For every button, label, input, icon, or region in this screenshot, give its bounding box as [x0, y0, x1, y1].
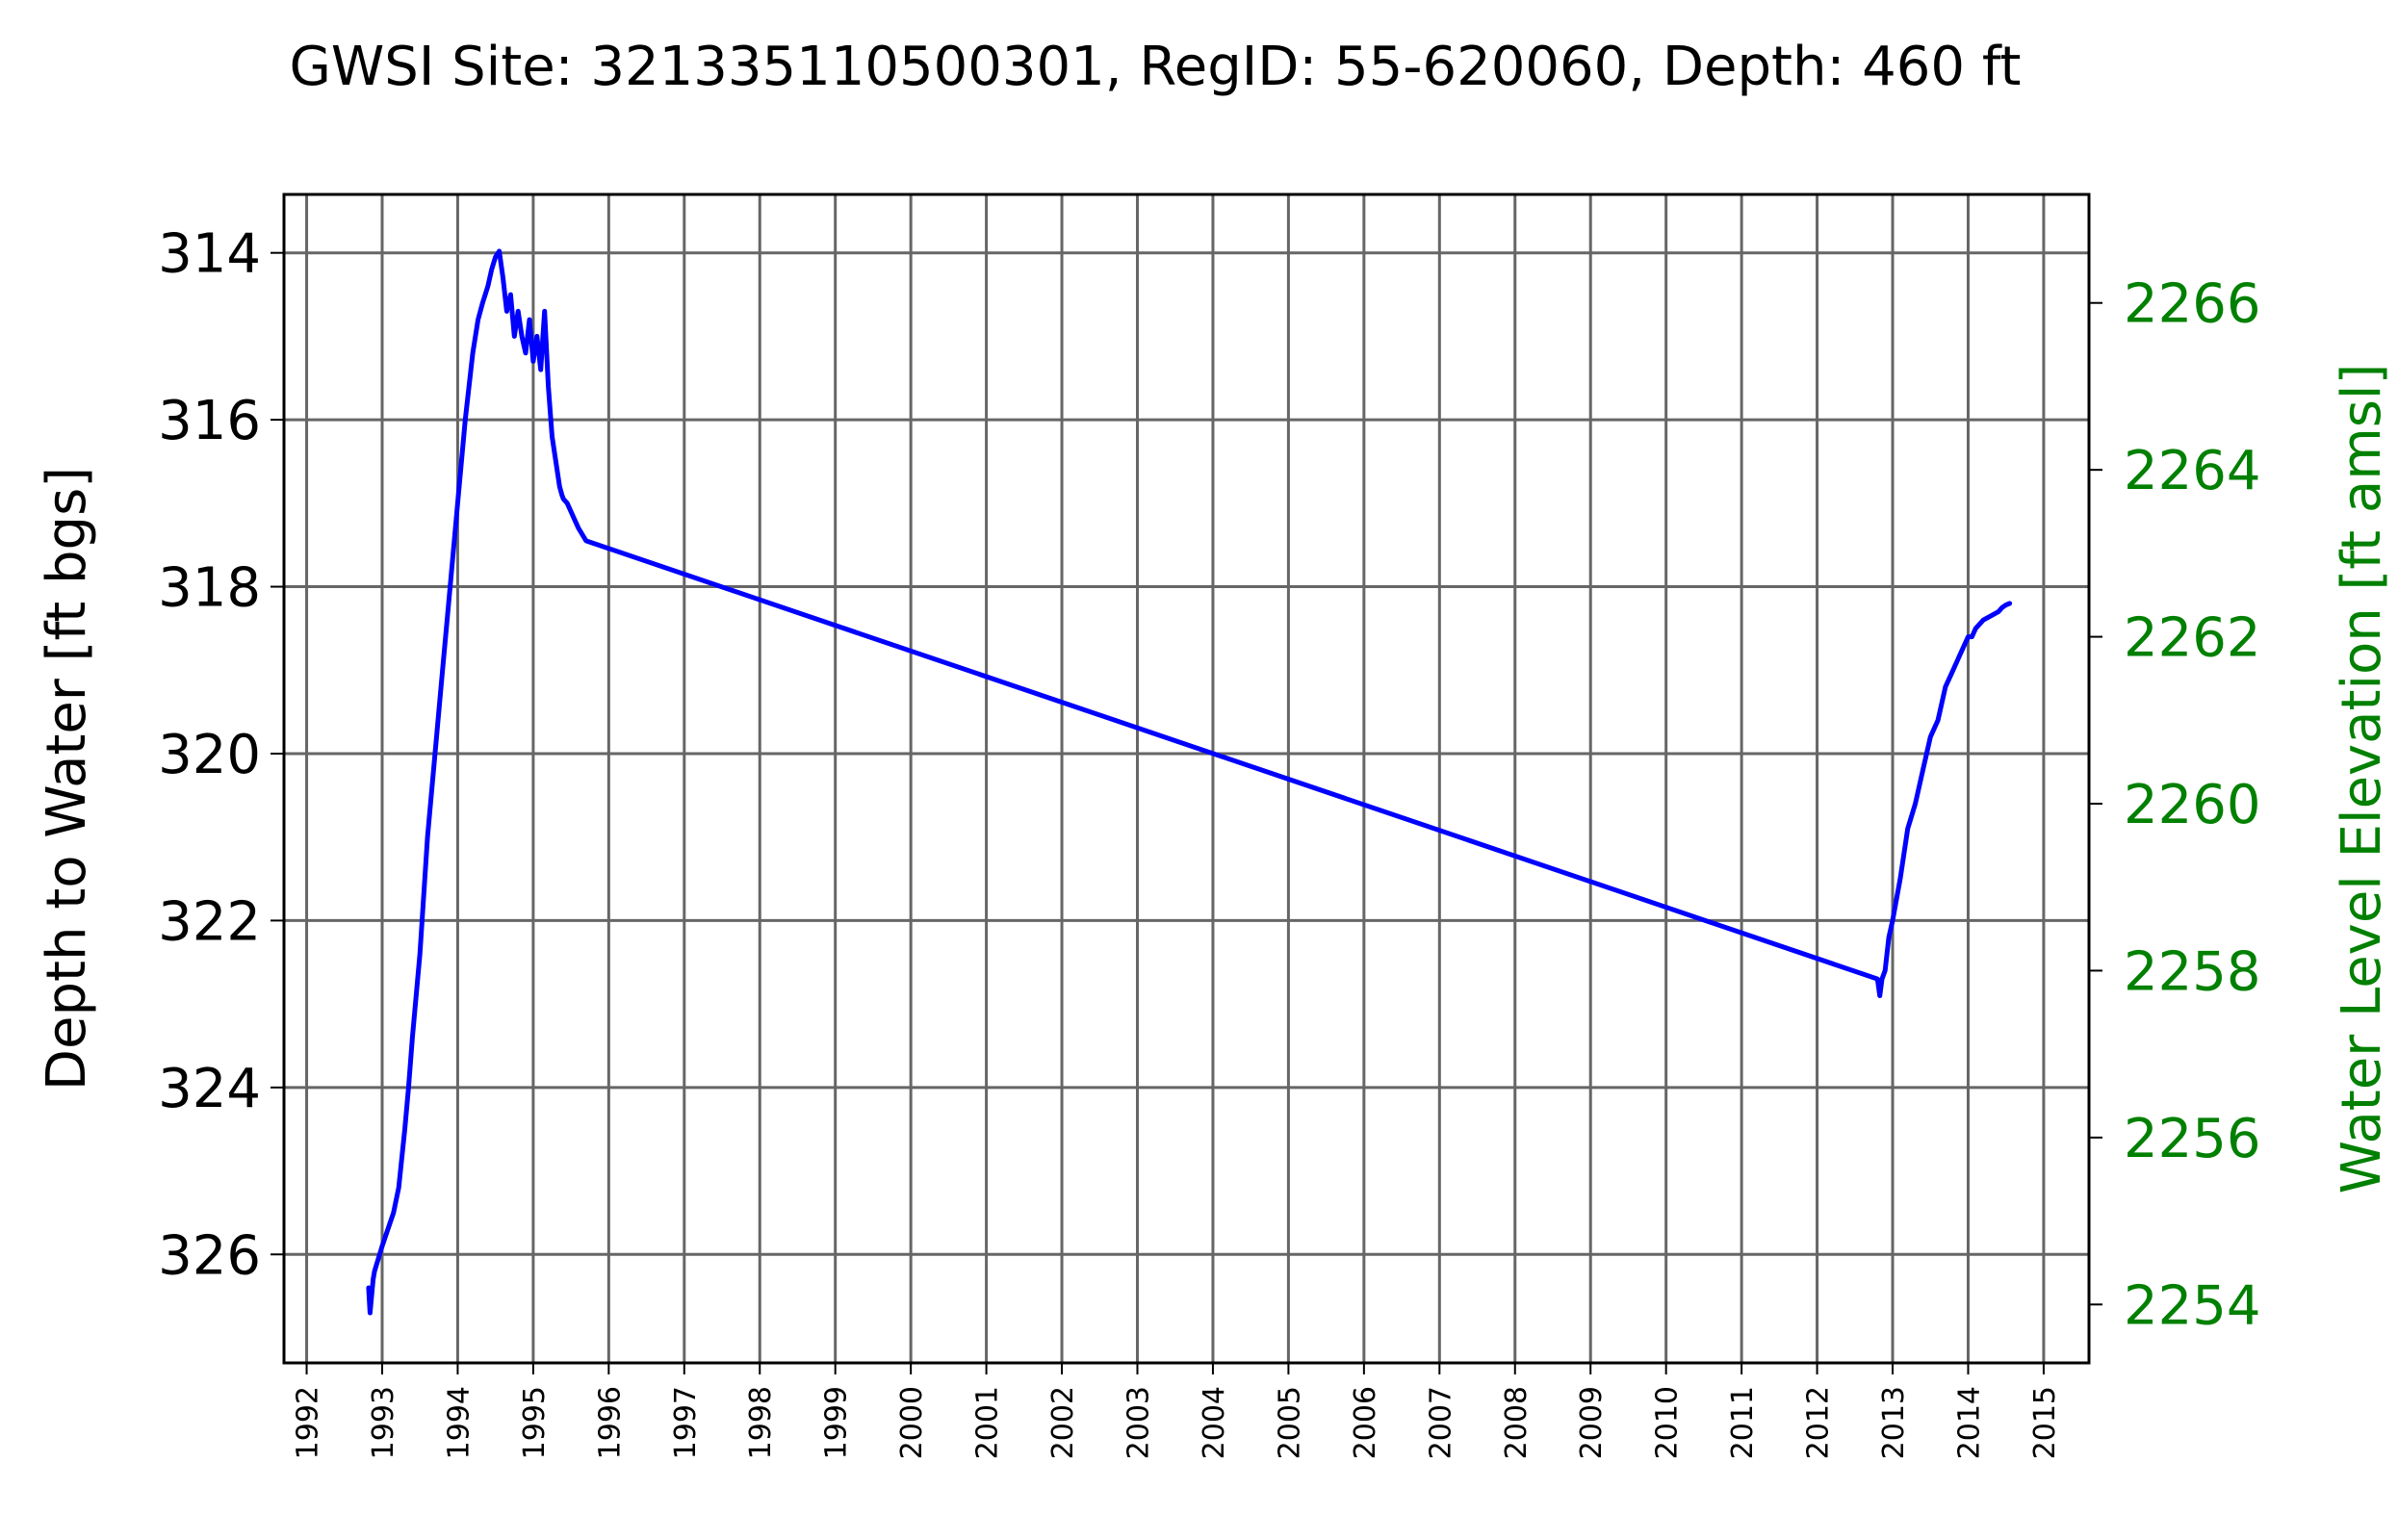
right-tick-label: 2258 — [2124, 940, 2261, 1003]
left-tick-label: 316 — [158, 390, 261, 452]
x-tick-label: 2015 — [2028, 1386, 2062, 1459]
x-tick-label: 1996 — [593, 1386, 627, 1459]
right-axis-label: Water Level Elevation [ft amsl] — [2331, 364, 2393, 1194]
right-tick-label: 2254 — [2124, 1274, 2261, 1337]
x-tick-label: 2010 — [1651, 1386, 1685, 1459]
x-tick-label: 1993 — [367, 1386, 400, 1459]
left-tick-label: 322 — [158, 890, 261, 953]
x-tick-label: 2011 — [1726, 1386, 1760, 1459]
x-tick-label: 2000 — [895, 1386, 929, 1459]
left-tick-label: 320 — [158, 724, 261, 786]
x-tick-label: 1994 — [442, 1386, 476, 1459]
grid-lines — [284, 194, 2089, 1363]
x-tick-label: 2007 — [1424, 1386, 1457, 1459]
x-tick-label: 2003 — [1122, 1386, 1156, 1459]
depth-series-line — [366, 248, 2013, 1316]
right-tick-label: 2256 — [2124, 1108, 2261, 1170]
x-tick-label: 1999 — [820, 1386, 854, 1459]
left-axis-label: Depth to Water [ft bgs] — [36, 467, 98, 1091]
x-tick-label: 2001 — [971, 1386, 1005, 1459]
x-tick-label: 2008 — [1500, 1386, 1534, 1459]
x-tick-label: 2005 — [1273, 1386, 1306, 1459]
chart-title: GWSI Site: 321335110500301, RegID: 55-62… — [290, 36, 2022, 98]
x-tick-label: 2009 — [1575, 1386, 1609, 1459]
right-axis: 2254 2256 2258 2260 2262 2264 2266 — [2089, 273, 2261, 1337]
x-tick-label: 2013 — [1877, 1386, 1911, 1459]
left-tick-label: 318 — [158, 557, 261, 620]
left-tick-label: 326 — [158, 1224, 261, 1287]
x-tick-label: 1998 — [744, 1386, 778, 1459]
left-axis: 314 316 318 320 322 324 326 — [158, 223, 284, 1287]
plot-frame — [282, 192, 2091, 1365]
left-tick-label: 324 — [158, 1058, 261, 1120]
right-tick-label: 2260 — [2124, 774, 2261, 836]
x-tick-label: 1992 — [292, 1386, 325, 1459]
right-tick-label: 2266 — [2124, 273, 2261, 336]
x-tick-label: 2014 — [1952, 1386, 1986, 1459]
x-tick-label: 2006 — [1349, 1386, 1382, 1459]
x-tick-label: 1997 — [669, 1386, 703, 1459]
x-axis: 1992 1993 1994 1995 1996 1997 1998 1999 2000 2001… — [292, 1363, 2062, 1459]
x-tick-label: 1995 — [518, 1386, 552, 1459]
x-tick-label: 2002 — [1046, 1386, 1080, 1459]
left-tick-label: 314 — [158, 223, 261, 286]
right-tick-label: 2264 — [2124, 440, 2261, 502]
x-tick-label: 2004 — [1198, 1386, 1231, 1459]
x-tick-label: 2012 — [1802, 1386, 1836, 1459]
right-tick-label: 2262 — [2124, 607, 2261, 670]
series-layer — [366, 248, 2013, 1316]
